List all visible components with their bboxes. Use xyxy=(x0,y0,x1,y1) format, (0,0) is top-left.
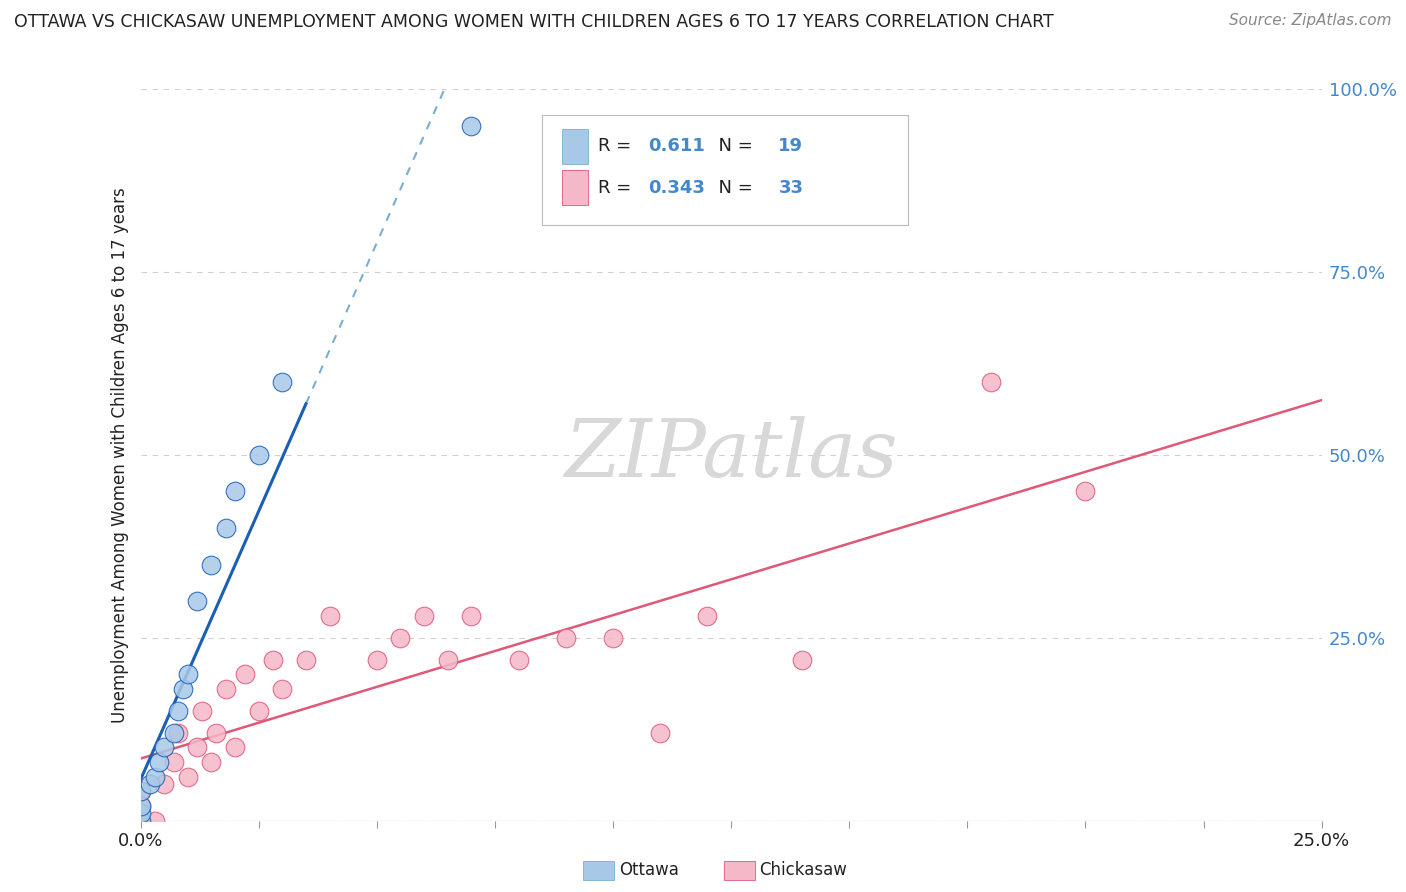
Point xyxy=(129,799,152,814)
Point xyxy=(163,726,186,740)
Point xyxy=(262,653,284,667)
Point xyxy=(508,653,530,667)
Point xyxy=(214,521,236,535)
Text: 0.611: 0.611 xyxy=(648,137,706,155)
Point xyxy=(295,653,318,667)
Point xyxy=(186,594,208,608)
Point xyxy=(389,631,412,645)
Point xyxy=(153,777,176,791)
Point xyxy=(233,667,256,681)
Point xyxy=(129,799,152,814)
Point xyxy=(436,653,458,667)
Point xyxy=(318,608,340,623)
Point xyxy=(247,448,270,462)
Point xyxy=(554,631,576,645)
Point xyxy=(214,681,236,696)
Point xyxy=(247,704,270,718)
Text: ZIPatlas: ZIPatlas xyxy=(564,417,898,493)
Text: OTTAWA VS CHICKASAW UNEMPLOYMENT AMONG WOMEN WITH CHILDREN AGES 6 TO 17 YEARS CO: OTTAWA VS CHICKASAW UNEMPLOYMENT AMONG W… xyxy=(14,13,1054,31)
FancyBboxPatch shape xyxy=(562,128,588,164)
Point xyxy=(143,814,166,828)
Point xyxy=(205,726,228,740)
Text: 33: 33 xyxy=(779,179,803,197)
Point xyxy=(602,631,624,645)
Point xyxy=(139,777,162,791)
Text: 19: 19 xyxy=(779,137,803,155)
Point xyxy=(460,119,482,133)
Point xyxy=(186,740,208,755)
Point xyxy=(177,667,200,681)
Point xyxy=(200,558,222,572)
Point xyxy=(167,704,190,718)
Point xyxy=(366,653,388,667)
Point xyxy=(177,770,200,784)
Point xyxy=(413,608,436,623)
Point xyxy=(129,814,152,828)
Point xyxy=(129,814,152,828)
Text: 0.343: 0.343 xyxy=(648,179,706,197)
Point xyxy=(650,726,672,740)
Point xyxy=(191,704,214,718)
Point xyxy=(271,375,294,389)
Point xyxy=(224,484,246,499)
Point xyxy=(980,375,1002,389)
Y-axis label: Unemployment Among Women with Children Ages 6 to 17 years: Unemployment Among Women with Children A… xyxy=(111,187,129,723)
Text: R =: R = xyxy=(598,179,637,197)
Point xyxy=(172,681,194,696)
FancyBboxPatch shape xyxy=(543,115,908,225)
Point xyxy=(129,784,152,798)
Text: N =: N = xyxy=(707,137,759,155)
Text: R =: R = xyxy=(598,137,637,155)
Point xyxy=(153,740,176,755)
Text: Chickasaw: Chickasaw xyxy=(759,861,846,879)
Text: Source: ZipAtlas.com: Source: ZipAtlas.com xyxy=(1229,13,1392,29)
Point xyxy=(129,784,152,798)
Point xyxy=(224,740,246,755)
Point xyxy=(163,755,186,769)
Point xyxy=(167,726,190,740)
Text: Ottawa: Ottawa xyxy=(619,861,679,879)
FancyBboxPatch shape xyxy=(562,170,588,205)
Point xyxy=(1074,484,1097,499)
Point xyxy=(148,755,170,769)
Point xyxy=(460,608,482,623)
Point xyxy=(200,755,222,769)
Point xyxy=(129,806,152,821)
Text: N =: N = xyxy=(707,179,759,197)
Point xyxy=(696,608,718,623)
Point xyxy=(143,770,166,784)
Point xyxy=(790,653,813,667)
Point xyxy=(271,681,294,696)
